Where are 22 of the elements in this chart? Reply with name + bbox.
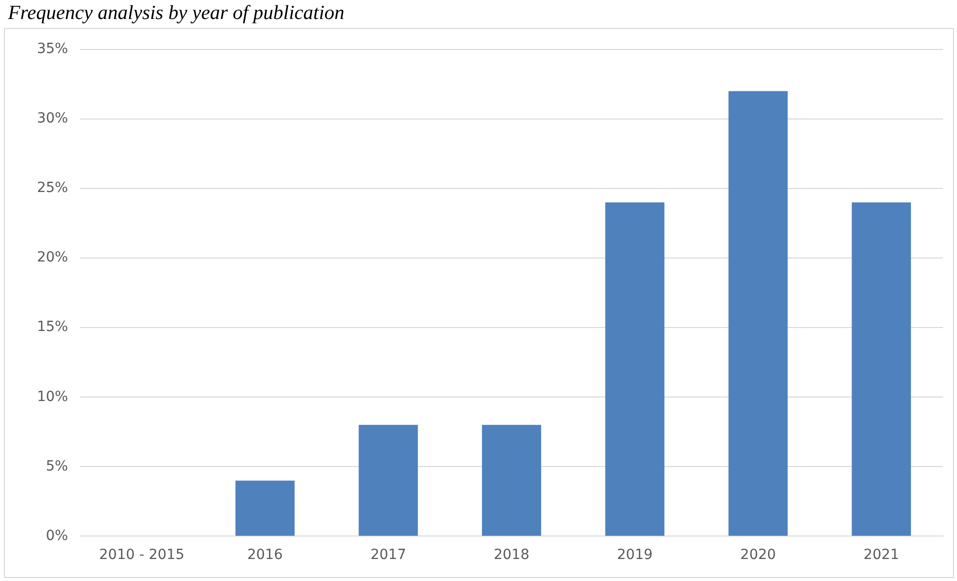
chart-title: Frequency analysis by year of publication (8, 2, 346, 26)
y-tick-label: 10% (36, 388, 68, 405)
y-tick-label: 5% (46, 458, 68, 474)
y-tick-label: 35% (36, 41, 68, 58)
y-tick-label: 15% (36, 319, 68, 336)
bar (605, 202, 664, 536)
y-tick-label: 0% (46, 528, 68, 544)
bar (482, 424, 542, 536)
y-tick-label: 20% (36, 250, 68, 266)
bar (728, 91, 788, 536)
bar (852, 202, 911, 536)
x-tick-label: 2018 (494, 547, 530, 564)
bar (235, 480, 295, 536)
x-tick-label: 2020 (740, 547, 776, 564)
x-tick-label: 2021 (864, 547, 900, 564)
y-tick-label: 25% (36, 180, 68, 196)
x-tick-label: 2019 (617, 547, 653, 564)
x-tick-label: 2010 - 2015 (99, 547, 184, 564)
x-tick-label: 2017 (370, 547, 406, 564)
y-tick-label: 30% (36, 110, 68, 127)
bar (358, 424, 418, 536)
x-tick-label: 2016 (247, 547, 283, 564)
